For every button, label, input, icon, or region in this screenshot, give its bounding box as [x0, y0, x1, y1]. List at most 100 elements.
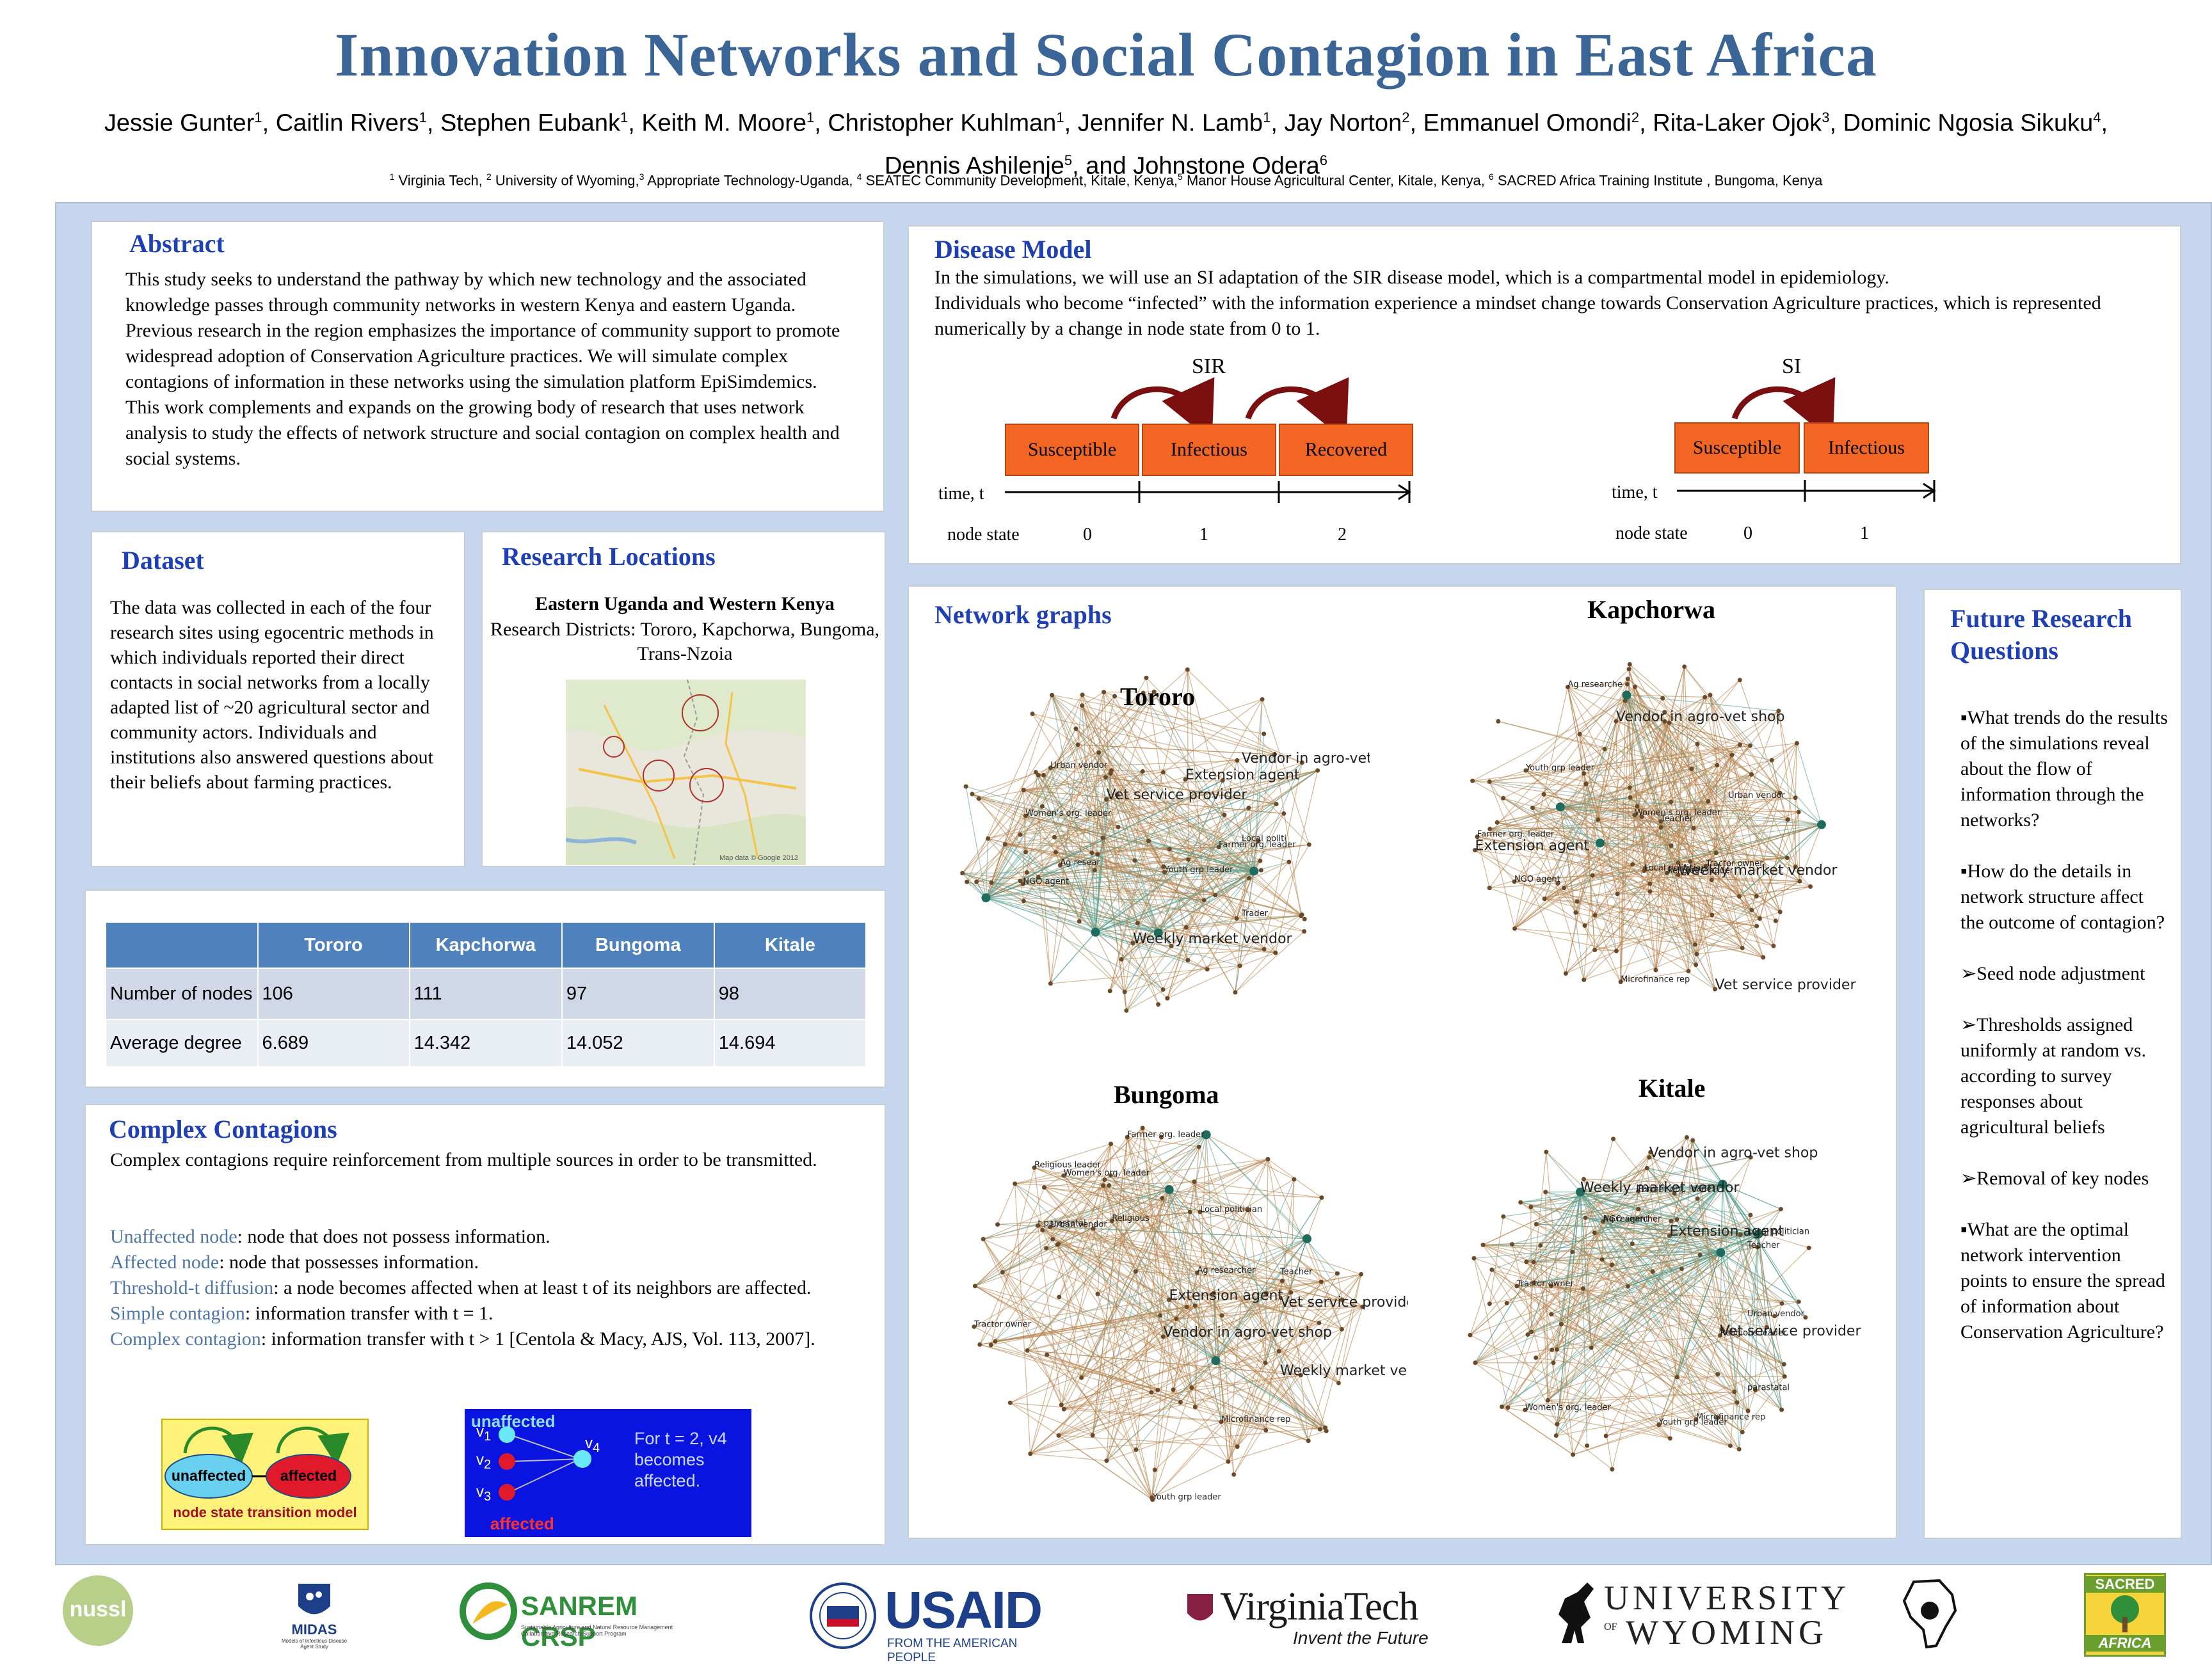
network-node	[977, 797, 981, 801]
network-node	[1119, 957, 1124, 962]
definition-item: Simple contagion: information transfer w…	[110, 1301, 865, 1326]
network-node	[1610, 1467, 1614, 1472]
network-node-label: Women's org. leader	[1525, 1403, 1612, 1412]
network-node	[1542, 792, 1546, 797]
network-node	[1028, 1451, 1032, 1456]
network-node	[993, 1339, 997, 1344]
network-node	[1564, 971, 1568, 976]
network-node-label: parastatal	[1747, 1383, 1790, 1392]
uw-logo-text-bottom: WYOMING	[1626, 1613, 1827, 1652]
network-node	[1184, 925, 1189, 930]
network-edge	[1050, 932, 1095, 984]
network-node	[1782, 1362, 1786, 1367]
network-node	[1185, 958, 1190, 962]
network-node	[1247, 876, 1251, 880]
network-node	[1185, 1305, 1189, 1309]
network-edge	[1546, 1152, 1580, 1192]
network-edge	[1566, 951, 1616, 973]
network-node	[1585, 1444, 1589, 1448]
future-question-text: Removal of key nodes	[1976, 1168, 2149, 1189]
network-hub-node	[1302, 1234, 1311, 1243]
network-node	[1669, 1219, 1673, 1223]
sir-state-label: node state	[947, 525, 1020, 545]
affiliation-sup: 5	[1178, 171, 1183, 182]
network-node	[1797, 809, 1801, 814]
network-node	[970, 792, 974, 796]
network-node-label: Weekly market vendor	[1280, 1363, 1408, 1379]
network-node	[1735, 1400, 1739, 1405]
network-node	[1495, 820, 1500, 825]
network-node-label: Vet service provider	[1715, 977, 1856, 993]
network-node	[1645, 1166, 1649, 1170]
network-node	[1534, 1355, 1538, 1360]
sir-timeline	[1005, 476, 1415, 508]
network-node	[1023, 850, 1028, 854]
abstract-text: This study seeks to understand the pathw…	[125, 267, 855, 472]
si-state-0: 0	[1743, 523, 1752, 544]
network-node	[1550, 1348, 1554, 1352]
network-hub-node	[1249, 866, 1258, 875]
network-node	[1324, 1429, 1329, 1433]
network-node	[1096, 1292, 1100, 1296]
network-node	[1134, 1447, 1139, 1452]
network-node	[1529, 1330, 1534, 1334]
network-node-label: Extension agent	[1669, 1223, 1784, 1239]
network-node	[1233, 990, 1237, 994]
network-node	[1013, 1181, 1017, 1186]
network-node	[1647, 882, 1652, 886]
network-node	[1748, 1213, 1752, 1217]
future-question-item: ➢Seed node adjustment	[1960, 961, 2172, 987]
network-node	[1487, 886, 1492, 890]
network-node	[1178, 1400, 1183, 1405]
network-node	[995, 1222, 1000, 1227]
network-node	[1238, 964, 1242, 968]
network-edge	[1206, 1135, 1307, 1239]
map-credit: Map data © Google 2012	[719, 854, 798, 862]
table-header-row: Tororo Kapchorwa Bungoma Kitale	[106, 922, 866, 968]
network-node	[1808, 884, 1813, 889]
network-node-label: Youth grp leader	[1164, 865, 1233, 875]
network-node	[1153, 1468, 1157, 1472]
network-node	[1592, 913, 1597, 918]
network-node	[1559, 1322, 1564, 1326]
network-node	[1340, 1327, 1344, 1332]
network-node	[1668, 1436, 1672, 1440]
table-cell: 14.052	[562, 1019, 714, 1067]
network-node	[1220, 1313, 1224, 1318]
table-cell: 111	[410, 968, 562, 1019]
network-node	[1682, 664, 1687, 669]
network-node-label: Farmer org. leader	[1127, 1130, 1205, 1140]
network-node	[1779, 1408, 1784, 1412]
sanrem-logo: SANREM CRSP Sustainable Agriculture and …	[460, 1579, 684, 1650]
author-name: Caitlin Rivers	[276, 110, 419, 137]
author-sup: 1	[1263, 109, 1270, 125]
midas-shield-icon	[279, 1581, 349, 1625]
author-name: Keith M. Moore	[641, 110, 806, 137]
network-node	[1022, 898, 1026, 903]
network-node	[1614, 949, 1619, 953]
network-node-label: Vendor in agro-vet shop	[1163, 1325, 1332, 1341]
network-node	[1738, 678, 1742, 682]
network-node	[1687, 969, 1691, 973]
network-heading: Network graphs	[934, 600, 1112, 630]
network-node	[1165, 996, 1169, 1001]
network-node	[1690, 1138, 1695, 1143]
network-node	[1306, 1438, 1311, 1443]
usaid-logo-text: USAID	[885, 1581, 1041, 1641]
network-node	[1570, 1250, 1575, 1254]
table-row: Average degree 6.689 14.342 14.052 14.69…	[106, 1019, 866, 1067]
sacred-logo-text-bottom: AFRICA	[2086, 1635, 2164, 1652]
network-node	[1188, 1210, 1192, 1215]
definition-text: : information transfer with t > 1 [Cento…	[261, 1328, 815, 1350]
table-cell: 14.694	[714, 1019, 866, 1067]
network-node	[1260, 697, 1265, 701]
network-node	[1231, 1472, 1236, 1477]
network-node	[1689, 767, 1694, 771]
future-research-section: Future Research Questions ▪What trends d…	[1923, 589, 2182, 1539]
network-node	[1807, 1246, 1811, 1250]
network-node	[1167, 847, 1172, 851]
network-node	[1141, 769, 1145, 774]
sacred-logo-text-top: SACRED	[2086, 1576, 2164, 1593]
affiliation-text: Virginia Tech,	[394, 172, 486, 188]
network-node	[1512, 927, 1517, 931]
